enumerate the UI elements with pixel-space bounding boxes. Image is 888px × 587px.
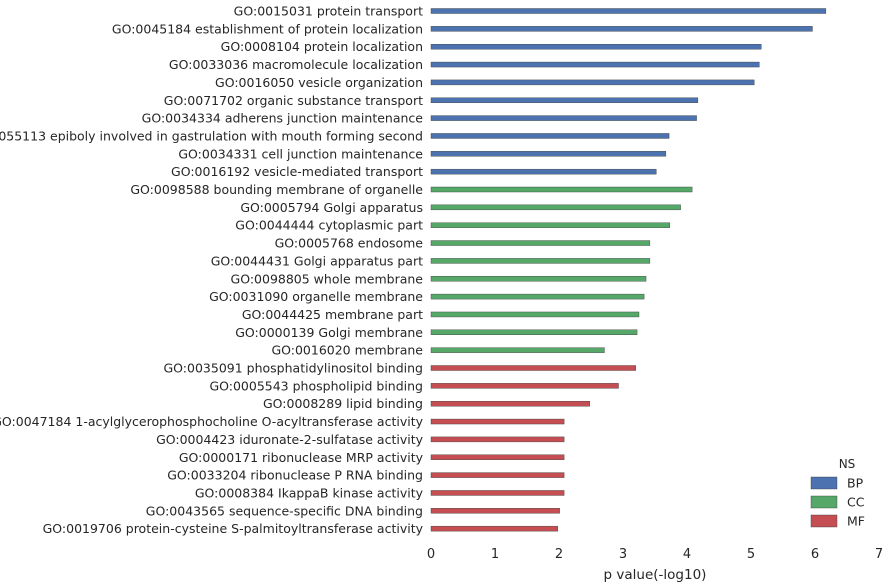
bar-bp bbox=[430, 133, 670, 139]
bar-mf bbox=[430, 508, 560, 514]
y-tick-label: GO:0019706 protein-cysteine S-palmitoylt… bbox=[43, 521, 424, 536]
bar-mf bbox=[430, 490, 565, 496]
y-tick-label: GO:0033036 macromolecule localization bbox=[169, 57, 423, 72]
y-tick-label: GO:0015031 protein transport bbox=[234, 4, 423, 19]
bar-mf bbox=[430, 401, 590, 407]
legend-label-cc: CC bbox=[847, 495, 865, 510]
bar-cc bbox=[430, 276, 647, 282]
y-tick-label: GO:0005768 endosome bbox=[275, 236, 424, 251]
legend-swatch-mf bbox=[810, 514, 838, 528]
bar-bp bbox=[430, 97, 699, 103]
y-tick-label: GO:0005794 Golgi apparatus bbox=[240, 200, 423, 215]
y-tick-label: GO:0034331 cell junction maintenance bbox=[178, 146, 423, 161]
bar-bp bbox=[430, 79, 755, 86]
bar-bp bbox=[430, 168, 657, 175]
bar-cc bbox=[430, 347, 605, 353]
legend: NS BP CC MF bbox=[810, 457, 865, 529]
y-tick-label: GO:0055113 epiboly involved in gastrulat… bbox=[0, 128, 423, 143]
x-tick-label: 7 bbox=[875, 547, 883, 562]
bar-bp bbox=[430, 151, 667, 157]
bar-mf bbox=[430, 472, 565, 478]
y-tick-label: GO:0000171 ribonuclease MRP activity bbox=[179, 450, 424, 465]
y-tick-label: GO:0071702 organic substance transport bbox=[164, 93, 423, 108]
y-tick-label: GO:0098805 whole membrane bbox=[231, 271, 424, 286]
bar-bp bbox=[430, 44, 762, 50]
y-axis-labels: GO:0015031 protein transport GO:0045184 e… bbox=[0, 4, 424, 537]
bar-cc bbox=[430, 258, 651, 264]
y-tick-label: GO:0033204 ribonuclease P RNA binding bbox=[167, 468, 423, 483]
y-tick-label: GO:0035091 phosphatidylinositol binding bbox=[164, 361, 424, 376]
bars bbox=[430, 8, 827, 532]
bar-mf bbox=[430, 436, 565, 443]
y-tick-label: GO:0034334 adherens junction maintenance bbox=[142, 111, 424, 126]
bar-cc bbox=[430, 186, 693, 193]
legend-label-mf: MF bbox=[847, 514, 865, 529]
y-tick-label: GO:0098588 bounding membrane of organell… bbox=[130, 182, 423, 197]
y-tick-label: GO:0016192 vesicle-mediated transport bbox=[171, 164, 423, 179]
y-tick-label: GO:0000139 Golgi membrane bbox=[235, 325, 423, 340]
bar-cc bbox=[430, 293, 645, 300]
legend-swatch-bp bbox=[810, 476, 838, 490]
x-tick-label: 0 bbox=[427, 547, 435, 562]
y-tick-label: GO:0008384 IkappaB kinase activity bbox=[195, 485, 424, 500]
bar-mf bbox=[430, 383, 619, 389]
x-tick-label: 3 bbox=[619, 547, 627, 562]
legend-title: NS bbox=[839, 457, 856, 471]
bar-cc bbox=[430, 311, 640, 318]
y-tick-label: GO:0043565 sequence-specific DNA binding bbox=[146, 503, 423, 518]
y-tick-label: GO:0005543 phospholipid binding bbox=[209, 378, 423, 393]
y-tick-label: GO:0008289 lipid binding bbox=[263, 396, 423, 411]
x-tick-label: 4 bbox=[683, 547, 691, 562]
legend-label-bp: BP bbox=[847, 476, 864, 491]
y-tick-label: GO:0016020 membrane bbox=[271, 343, 423, 358]
x-axis-label: p value(-log10) bbox=[604, 567, 707, 583]
y-tick-label: GO:0031090 organelle membrane bbox=[209, 289, 423, 304]
bar-mf bbox=[430, 365, 637, 371]
y-tick-label: GO:0044444 cytoplasmic part bbox=[235, 218, 423, 233]
y-tick-label: GO:0044425 membrane part bbox=[242, 307, 423, 322]
y-tick-label: GO:0016050 vesicle organization bbox=[215, 75, 423, 90]
x-tick-label: 5 bbox=[747, 547, 755, 562]
bar-cc bbox=[430, 204, 681, 211]
bar-cc bbox=[430, 222, 670, 228]
x-axis-ticks: 0 1 2 3 4 5 6 7 bbox=[427, 547, 883, 562]
bar-bp bbox=[430, 61, 760, 68]
bar-bp bbox=[430, 115, 697, 121]
bar-cc bbox=[430, 240, 651, 246]
y-tick-label: GO:0044431 Golgi apparatus part bbox=[211, 253, 423, 268]
bar-cc bbox=[430, 329, 638, 335]
bar-mf bbox=[430, 525, 558, 532]
bar-mf bbox=[430, 454, 565, 460]
x-tick-label: 1 bbox=[491, 547, 499, 562]
bar-mf bbox=[430, 418, 565, 425]
bar-bp bbox=[430, 8, 827, 14]
y-tick-label: GO:0045184 establishment of protein loca… bbox=[112, 21, 423, 36]
y-tick-label: GO:0008104 protein localization bbox=[221, 39, 423, 54]
legend-swatch-cc bbox=[810, 495, 838, 509]
bar-bp bbox=[430, 26, 813, 32]
x-tick-label: 2 bbox=[555, 547, 563, 562]
y-tick-label: GO:0004423 iduronate-2-sulfatase activit… bbox=[156, 432, 424, 447]
y-tick-label: GO:0047184 1-acylglycerophosphocholine O… bbox=[0, 414, 424, 429]
x-tick-label: 6 bbox=[811, 547, 819, 562]
